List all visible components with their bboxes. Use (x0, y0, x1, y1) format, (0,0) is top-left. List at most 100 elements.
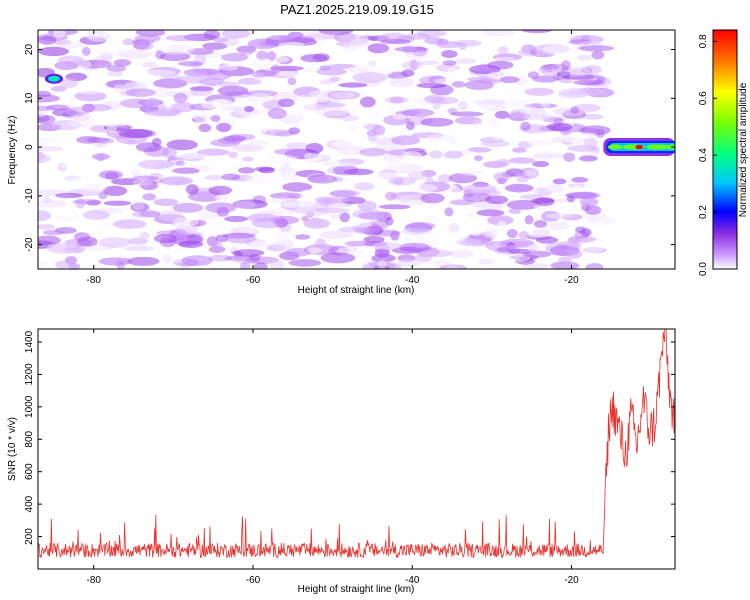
spectrogram-noise-cell (339, 114, 359, 122)
spectrogram-y-ticks: -20 -10 0 10 20 (24, 44, 675, 252)
spectrogram-noise-cell (42, 229, 65, 236)
spectrogram-noise-cell (447, 66, 459, 77)
snr-y-tick-label: 1400 (24, 330, 35, 353)
spectrogram-noise-cell (429, 150, 443, 159)
spectrogram-noise-cell (216, 122, 232, 133)
spectrogram-y-tick-label: -10 (24, 188, 35, 203)
spectrogram-noise-cell (449, 249, 474, 259)
snr-x-tick-label: -40 (405, 575, 420, 586)
spectrogram-noise-cell (563, 152, 576, 162)
spectrogram-noise-cell (273, 148, 309, 156)
spectrogram-noise-cell (534, 197, 555, 206)
spectrogram-noise-cell (475, 78, 502, 84)
colorbar-label: Normalized spectral amplitude (738, 82, 749, 217)
spectrogram-noise-cell (520, 121, 531, 132)
colorbar-ticks: 0.0 0.2 0.4 0.6 0.8 (698, 34, 717, 276)
spectrogram-noise-cell (497, 220, 507, 231)
spectrogram-noise-cell (67, 119, 99, 128)
snr-y-tick-label: 400 (24, 495, 35, 512)
spectrogram-noise-cell (169, 103, 185, 110)
spectrogram-noise-cell (201, 221, 224, 228)
spectrogram-noise-cell (416, 82, 447, 89)
spectrogram-noise-cell (266, 154, 299, 165)
spectrogram-noise-cell (123, 82, 142, 90)
spectrogram-noise-cell (441, 49, 458, 59)
spectrogram-noise-cell (571, 184, 584, 194)
spectrogram-noise-cell (578, 243, 604, 254)
spectrogram-noise-cell (98, 237, 132, 248)
spectrogram-noise-cell (314, 207, 350, 214)
spectrogram-noise-cell (371, 253, 396, 263)
spectrogram-noise-cell (368, 112, 383, 119)
spectrogram-noise-cell (524, 215, 534, 225)
spectrogram-noise-cell (385, 216, 394, 226)
snr-y-tick-label: 1200 (24, 363, 35, 386)
spectrogram-noise-cell (253, 262, 268, 269)
spectrogram-noise-cell (448, 222, 460, 233)
spectrogram-noise-cell (347, 124, 359, 132)
spectrogram-noise-cell (372, 124, 386, 136)
spectrogram-noise-cell (379, 39, 411, 45)
spectrogram-x-tick-label: -60 (246, 275, 261, 286)
spectrogram-noise-cell (519, 194, 544, 200)
spectrogram-noise-cell (496, 246, 510, 253)
spectrogram-noise-cell (339, 212, 350, 223)
spectrogram-noise-cell (166, 139, 198, 151)
spectrogram-noise-cell (52, 138, 61, 145)
spectrogram-noise-cell (455, 58, 477, 64)
spectrogram-noise-cell (141, 61, 158, 68)
spectrogram-noise-cell (57, 55, 85, 65)
spectrogram-noise-cell (388, 77, 415, 88)
spectrogram-noise-cell (320, 79, 333, 85)
spectrogram-noise-cell (205, 70, 232, 81)
spectrogram-noise-cell (378, 204, 411, 210)
spectrogram-noise-cell (461, 184, 498, 194)
spectrogram-noise-cell (282, 182, 313, 192)
spectrogram-noise-cell (473, 155, 483, 162)
spectrogram-y-tick-label: -20 (24, 237, 35, 252)
spectrogram-noise-cell (162, 253, 172, 264)
spectrogram-noise-cell (177, 61, 204, 67)
spectrogram-noise-cell (398, 242, 431, 252)
spectrogram-noise-cell (497, 46, 509, 55)
spectrogram-noise-cell (524, 87, 555, 96)
spectrogram-noise-cell (526, 140, 558, 146)
spectrogram-noise-cell (214, 196, 229, 203)
snr-y-tick-label: 800 (24, 430, 35, 447)
spectrogram-noise-cell (462, 192, 492, 203)
spectrogram-noise-cell (85, 263, 104, 269)
spectrogram-noise-cell (316, 67, 347, 76)
spectrogram-noise-cell (173, 92, 188, 104)
spectrogram-noise-cell (566, 238, 581, 249)
spectrogram-noise-cell (86, 30, 111, 42)
spectrogram-noise-cell (386, 49, 397, 56)
spectrogram-noise-cell (202, 42, 228, 50)
spectrogram-noise-cell (208, 185, 233, 195)
spectrogram-noise-cell (408, 98, 418, 109)
spectrogram-noise-cell (285, 142, 309, 149)
spectrogram-noise-cell (225, 233, 257, 244)
spectrogram-noise-cell (281, 201, 305, 208)
spectrogram-noise-cell (296, 95, 312, 102)
spectrogram-noise-cell (430, 96, 459, 105)
spectrogram-noise-cell (127, 256, 160, 266)
spectrogram-noise-cell (315, 196, 334, 204)
snr-y-tick-label: 200 (24, 528, 35, 545)
spectrogram-noise-cell (562, 74, 595, 80)
spectrogram-noise-cell (347, 66, 369, 74)
spectrogram-noise-cell (210, 114, 221, 122)
spectrogram-noise-cell (198, 123, 212, 133)
spectrogram-noise-cell (118, 128, 153, 139)
spectrogram-noise-cell (542, 45, 574, 55)
spectrogram-x-label: Height of straight line (km) (298, 285, 415, 296)
snr-y-tick-label: 600 (24, 463, 35, 480)
spectrogram-noise-cell (55, 260, 70, 269)
spectrogram-noise-cell (38, 137, 55, 144)
spectrogram-noise-cell (294, 234, 311, 240)
spectrogram-noise-cell (96, 49, 130, 56)
spectrogram-noise-cell (271, 64, 280, 75)
spectrogram-noise-cell (38, 114, 56, 125)
spectrogram-noise-cell (511, 147, 527, 153)
spectrogram-noise-cell (406, 199, 421, 206)
